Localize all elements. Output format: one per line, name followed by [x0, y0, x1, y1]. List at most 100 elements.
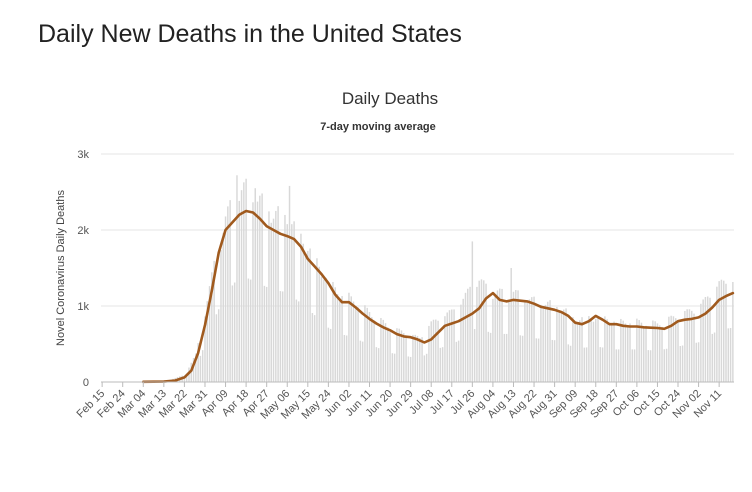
- daily-bar: [423, 355, 426, 382]
- daily-bar: [448, 310, 451, 382]
- daily-bar: [517, 290, 519, 382]
- daily-bar: [716, 286, 718, 382]
- daily-bar: [510, 268, 512, 382]
- daily-bar: [357, 307, 359, 382]
- daily-bar: [675, 318, 677, 382]
- daily-bar: [729, 328, 732, 382]
- daily-bar: [192, 357, 195, 382]
- daily-bar: [519, 335, 522, 382]
- daily-bar: [567, 344, 570, 382]
- daily-bar: [576, 324, 579, 382]
- daily-bar: [254, 188, 256, 382]
- daily-bar: [403, 333, 405, 382]
- daily-bar: [588, 316, 590, 382]
- daily-bar: [229, 200, 231, 382]
- daily-bar: [414, 334, 416, 382]
- daily-bar: [341, 296, 343, 382]
- daily-bar: [222, 232, 224, 382]
- daily-bar: [681, 345, 684, 382]
- daily-bar: [668, 316, 670, 382]
- daily-bar: [512, 291, 515, 382]
- daily-bar: [332, 281, 334, 382]
- daily-bar: [281, 291, 284, 382]
- daily-bar: [624, 323, 627, 382]
- daily-bar: [508, 300, 510, 382]
- daily-bar: [553, 340, 556, 382]
- daily-bar: [544, 304, 547, 382]
- daily-bar: [428, 325, 430, 382]
- daily-bar: [670, 315, 672, 382]
- daily-bar: [725, 283, 727, 382]
- y-tick-label: 3k: [77, 149, 89, 161]
- daily-bar: [485, 283, 487, 382]
- daily-bar: [585, 347, 588, 382]
- daily-bar: [540, 304, 542, 382]
- daily-bar: [211, 272, 213, 382]
- daily-bar: [407, 356, 410, 382]
- daily-bar: [355, 307, 357, 382]
- daily-bar: [633, 349, 636, 382]
- daily-bar: [732, 281, 734, 382]
- daily-bar: [325, 277, 327, 382]
- daily-bar: [622, 320, 624, 382]
- daily-bar: [464, 292, 467, 382]
- daily-bar: [679, 346, 682, 382]
- daily-bar: [620, 318, 622, 382]
- daily-bar: [656, 323, 659, 382]
- daily-bar: [419, 338, 421, 382]
- daily-bar: [432, 319, 435, 382]
- daily-bar: [238, 200, 240, 382]
- daily-bar: [240, 190, 243, 382]
- daily-bar: [524, 302, 526, 382]
- daily-bar: [690, 310, 693, 382]
- daily-bar: [444, 316, 446, 382]
- daily-bar: [684, 310, 686, 382]
- daily-bar: [286, 224, 288, 382]
- daily-bar: [647, 350, 650, 382]
- daily-bar: [549, 300, 551, 382]
- daily-bar: [503, 333, 506, 382]
- daily-bar: [206, 301, 208, 382]
- daily-bar: [451, 309, 453, 382]
- daily-bar: [288, 185, 291, 382]
- daily-bar: [574, 322, 576, 382]
- daily-bar: [581, 317, 583, 382]
- daily-bar: [391, 353, 394, 382]
- daily-bar: [501, 288, 503, 382]
- daily-bars: [149, 175, 734, 383]
- daily-bar: [604, 316, 606, 382]
- daily-bar: [201, 350, 204, 382]
- y-axis-ticks: 0 1k 2k 3k: [77, 149, 89, 389]
- daily-bar: [631, 349, 634, 382]
- moving-average-line: [142, 209, 735, 384]
- page-title: Daily New Deaths in the United States: [38, 20, 462, 48]
- daily-bar: [467, 288, 469, 382]
- daily-bar: [259, 195, 261, 382]
- daily-bar: [652, 320, 654, 382]
- daily-bar: [617, 349, 620, 382]
- daily-bar: [236, 175, 238, 382]
- daily-bar: [220, 250, 222, 382]
- daily-bar: [720, 279, 723, 382]
- daily-bar: [663, 349, 666, 382]
- chart-subtitle: 7-day moving average: [320, 121, 436, 133]
- daily-bar: [261, 193, 263, 382]
- daily-bar: [453, 309, 455, 382]
- daily-bar: [478, 280, 480, 382]
- daily-bar: [384, 323, 387, 382]
- daily-bar: [309, 248, 311, 382]
- daily-bar: [471, 241, 474, 382]
- daily-bar: [672, 316, 675, 382]
- daily-bar: [437, 320, 439, 382]
- daily-bar: [640, 322, 643, 382]
- daily-bar: [711, 333, 714, 382]
- daily-bar: [343, 334, 346, 382]
- daily-bar: [483, 280, 485, 382]
- daily-bar: [713, 332, 716, 382]
- daily-bar: [446, 312, 448, 382]
- daily-bar: [592, 321, 595, 382]
- daily-bar: [700, 303, 702, 382]
- daily-bar: [380, 317, 382, 382]
- daily-bar: [405, 336, 407, 382]
- daily-bar: [265, 286, 268, 382]
